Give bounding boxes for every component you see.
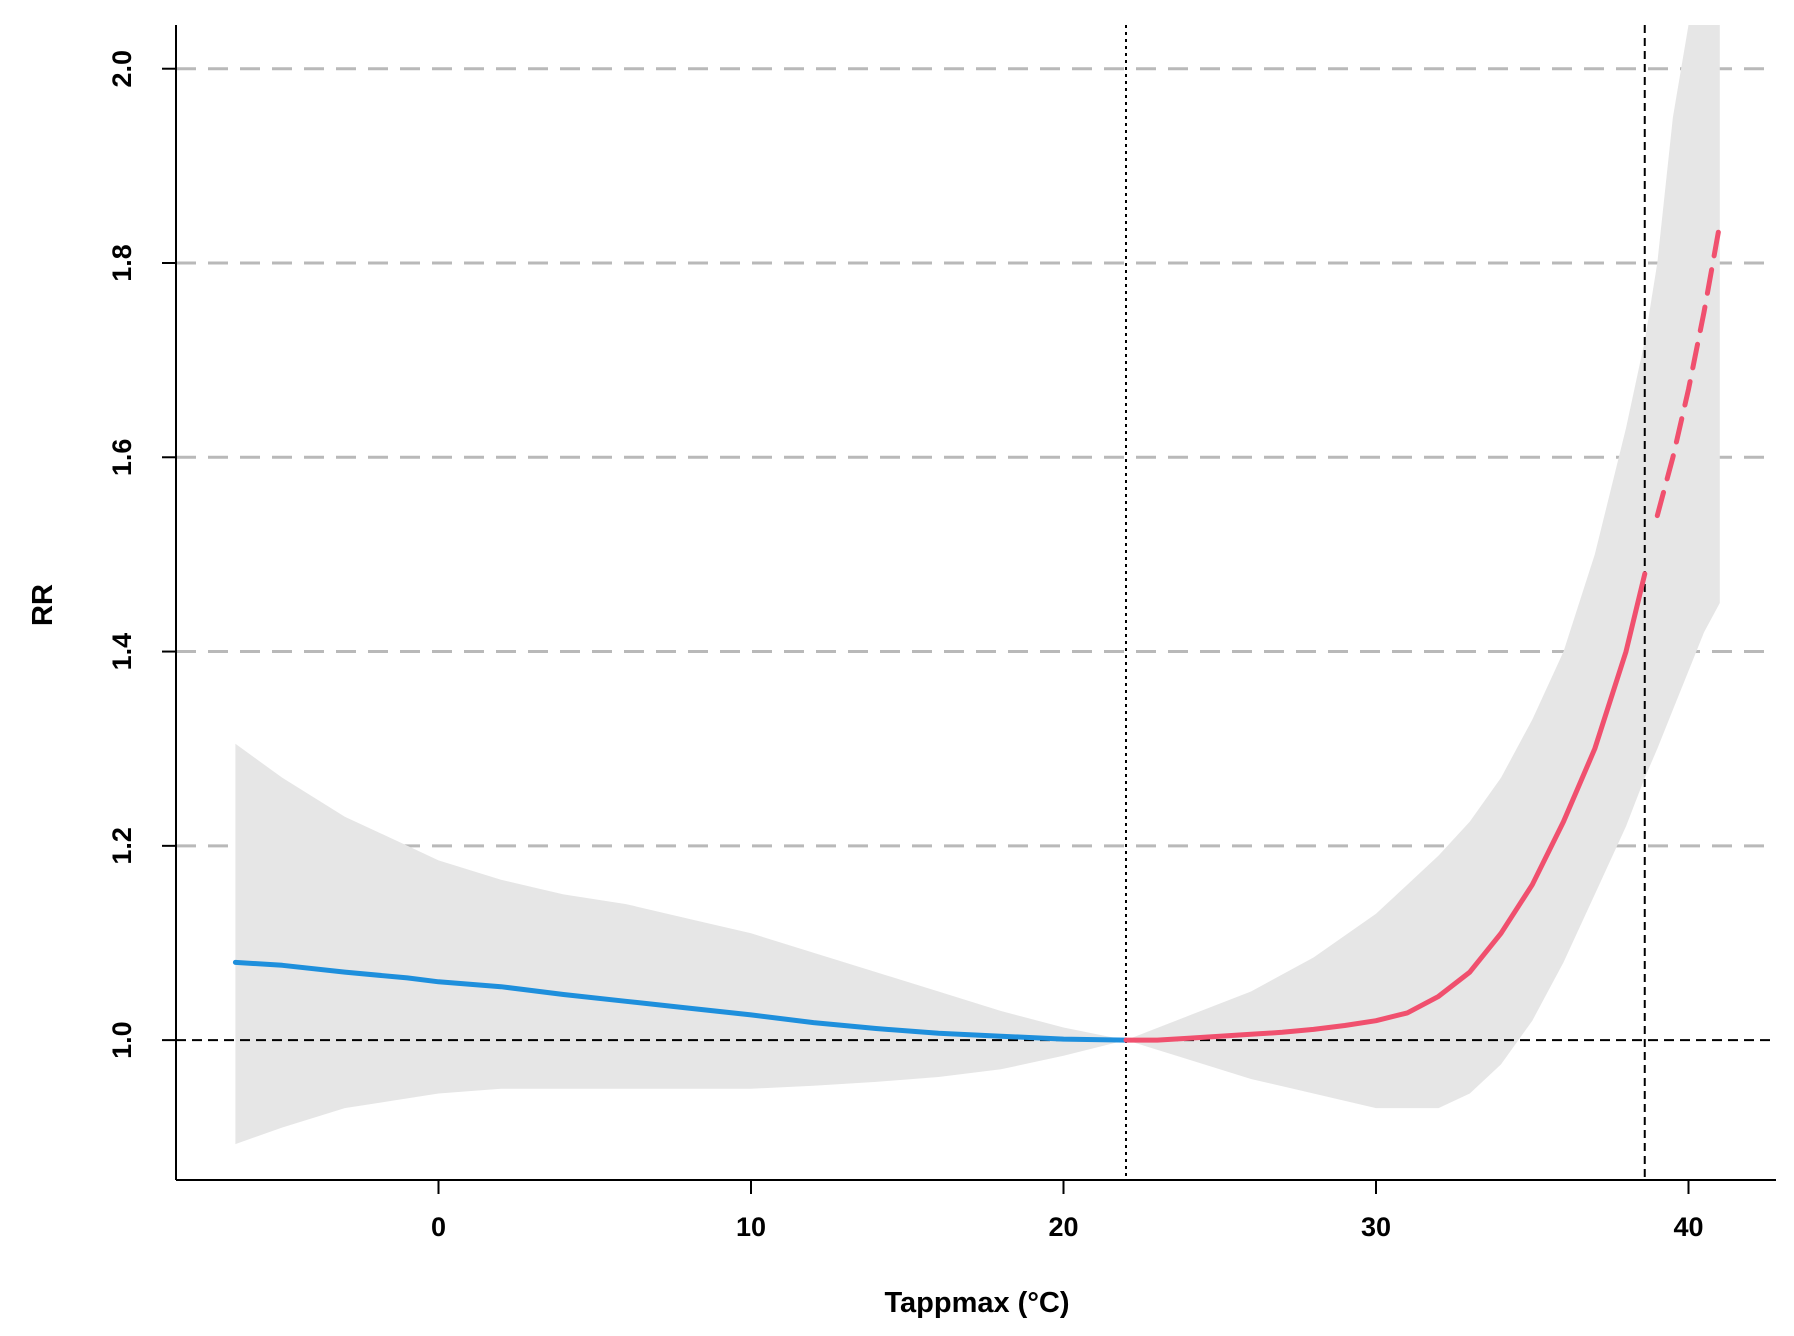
confidence-band-area	[235, 25, 1720, 1145]
y-tick-label-2: 1.4	[107, 633, 137, 671]
vertical-reference-lines	[1125, 25, 1646, 1180]
y-tick-label-3: 1.6	[107, 439, 137, 477]
x-tick-label-1: 10	[736, 1212, 766, 1242]
series-lines	[232, 221, 1723, 1043]
y-tick-label-4: 1.8	[107, 244, 137, 282]
y-tick-label-5: 2.0	[107, 50, 137, 88]
x-axis-title: Tappmax (°C)	[884, 1287, 1069, 1319]
y-tick-labels: 1.0 1.2 1.4 1.6 1.8 2.0	[107, 50, 176, 1059]
x-tick-label-3: 30	[1361, 1212, 1391, 1242]
y-tick-label-0: 1.0	[107, 1021, 137, 1059]
series-line-heat	[1123, 571, 1648, 1043]
series-line-heat-extrapolated	[1654, 221, 1723, 519]
x-tick-labels: 0 10 20 30 40	[431, 1180, 1704, 1242]
y-axis-title: RR	[27, 584, 59, 626]
grid-lines	[176, 67, 1776, 848]
axes	[175, 25, 1776, 1181]
x-tick-label-2: 20	[1048, 1212, 1078, 1242]
y-tick-label-1: 1.2	[107, 827, 137, 865]
series-line-cold	[232, 959, 1129, 1043]
x-tick-label-4: 40	[1673, 1212, 1703, 1242]
confidence-band	[235, 25, 1720, 1145]
x-tick-label-0: 0	[431, 1212, 446, 1242]
